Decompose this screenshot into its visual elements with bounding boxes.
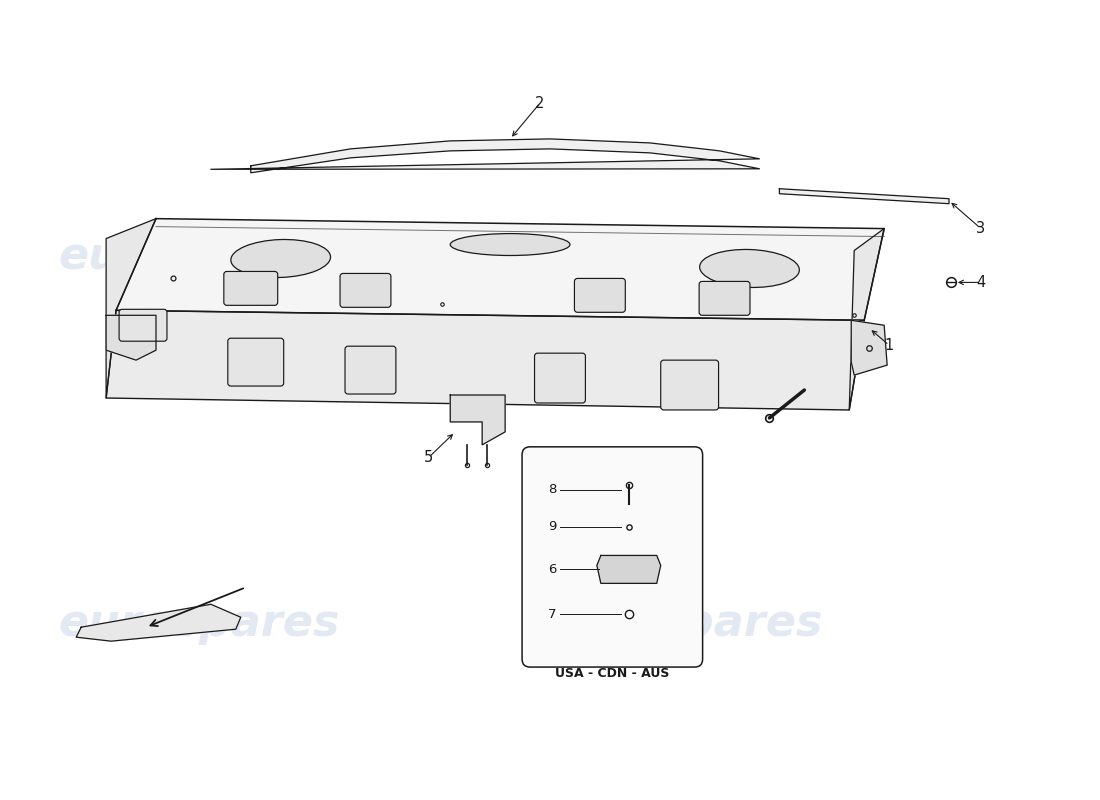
Text: 8: 8 [548,483,557,496]
Text: 9: 9 [548,520,557,533]
Text: 5: 5 [424,450,433,466]
FancyBboxPatch shape [661,360,718,410]
FancyBboxPatch shape [223,271,277,306]
Ellipse shape [450,234,570,255]
Text: eurospares: eurospares [541,602,823,645]
Text: 3: 3 [977,221,986,236]
Ellipse shape [700,250,800,287]
Polygon shape [106,218,156,398]
Polygon shape [117,218,884,320]
Polygon shape [106,310,865,410]
Text: USA - CDN - AUS: USA - CDN - AUS [556,667,670,680]
FancyBboxPatch shape [119,310,167,342]
Text: 2: 2 [536,95,544,110]
Polygon shape [851,320,887,375]
Polygon shape [211,139,759,173]
Polygon shape [106,315,156,360]
Polygon shape [450,395,505,445]
Text: eurospares: eurospares [541,235,823,278]
Polygon shape [849,229,884,410]
FancyBboxPatch shape [340,274,390,307]
Polygon shape [76,604,241,641]
Text: 7: 7 [548,608,557,621]
Polygon shape [780,189,949,204]
Text: eurospares: eurospares [58,602,340,645]
Polygon shape [597,555,661,583]
FancyBboxPatch shape [345,346,396,394]
FancyBboxPatch shape [700,282,750,315]
FancyBboxPatch shape [228,338,284,386]
FancyBboxPatch shape [574,278,625,312]
Text: 1: 1 [884,338,894,353]
FancyBboxPatch shape [522,447,703,667]
Text: eurospares: eurospares [58,235,340,278]
FancyBboxPatch shape [535,353,585,403]
Text: 4: 4 [977,275,986,290]
Text: 6: 6 [548,563,557,576]
Ellipse shape [231,239,330,278]
